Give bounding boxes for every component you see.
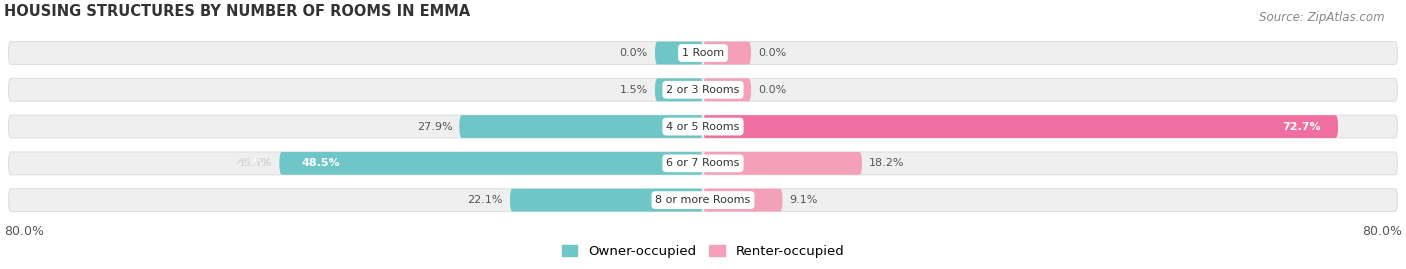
Text: 0.0%: 0.0% — [758, 85, 786, 95]
FancyBboxPatch shape — [8, 152, 1398, 175]
Text: 2 or 3 Rooms: 2 or 3 Rooms — [666, 85, 740, 95]
FancyBboxPatch shape — [655, 78, 703, 101]
Text: 22.1%: 22.1% — [467, 195, 503, 205]
Text: HOUSING STRUCTURES BY NUMBER OF ROOMS IN EMMA: HOUSING STRUCTURES BY NUMBER OF ROOMS IN… — [4, 4, 471, 19]
Text: 1.5%: 1.5% — [620, 85, 648, 95]
Text: 4 or 5 Rooms: 4 or 5 Rooms — [666, 122, 740, 132]
FancyBboxPatch shape — [8, 78, 1398, 101]
Text: 48.5%: 48.5% — [236, 158, 273, 168]
Text: 0.0%: 0.0% — [620, 48, 648, 58]
Text: 80.0%: 80.0% — [4, 225, 44, 238]
FancyBboxPatch shape — [703, 152, 862, 175]
Text: 80.0%: 80.0% — [1362, 225, 1402, 238]
FancyBboxPatch shape — [8, 189, 1398, 211]
Text: 1 Room: 1 Room — [682, 48, 724, 58]
Text: 72.7%: 72.7% — [1282, 122, 1320, 132]
FancyBboxPatch shape — [703, 42, 751, 64]
FancyBboxPatch shape — [8, 42, 1398, 64]
Legend: Owner-occupied, Renter-occupied: Owner-occupied, Renter-occupied — [557, 239, 849, 263]
FancyBboxPatch shape — [703, 115, 1339, 138]
FancyBboxPatch shape — [703, 78, 751, 101]
FancyBboxPatch shape — [280, 152, 703, 175]
FancyBboxPatch shape — [655, 42, 703, 64]
Text: 6 or 7 Rooms: 6 or 7 Rooms — [666, 158, 740, 168]
Text: 18.2%: 18.2% — [869, 158, 904, 168]
Text: 8 or more Rooms: 8 or more Rooms — [655, 195, 751, 205]
FancyBboxPatch shape — [510, 189, 703, 211]
Text: 27.9%: 27.9% — [416, 122, 453, 132]
FancyBboxPatch shape — [460, 115, 703, 138]
FancyBboxPatch shape — [8, 115, 1398, 138]
Text: Source: ZipAtlas.com: Source: ZipAtlas.com — [1260, 11, 1385, 24]
Text: 48.5%: 48.5% — [236, 158, 273, 168]
Text: 0.0%: 0.0% — [758, 48, 786, 58]
FancyBboxPatch shape — [703, 189, 783, 211]
Text: 9.1%: 9.1% — [790, 195, 818, 205]
Text: 48.5%: 48.5% — [301, 158, 340, 168]
